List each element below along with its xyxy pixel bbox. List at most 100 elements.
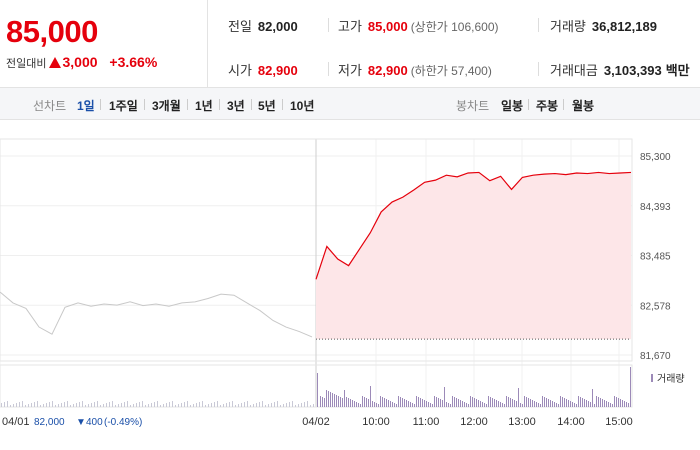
stat-high: 고가 85,000 (상한가 106,600): [338, 19, 499, 34]
candle-monthly[interactable]: 월봉: [572, 99, 595, 113]
period-3m[interactable]: 3개월: [152, 99, 181, 113]
x-tick-label: 12:00: [460, 416, 488, 428]
volume-bar: [139, 402, 140, 407]
volume-bar: [73, 404, 74, 407]
volume-bar: [470, 396, 471, 407]
volume-bar: [606, 401, 607, 407]
volume-bar: [22, 401, 23, 407]
candle-weekly[interactable]: 주봉: [536, 99, 559, 113]
volume-bar: [262, 401, 263, 407]
volume-bar: [298, 404, 299, 407]
volume-bar: [154, 402, 155, 407]
volume-bar: [570, 401, 571, 407]
volume-bar: [91, 403, 92, 407]
volume-bar: [614, 396, 615, 407]
period-10y[interactable]: 10년: [290, 99, 315, 113]
volume-bar: [307, 401, 308, 407]
volume-bar: [360, 404, 361, 407]
volume-bar: [344, 390, 345, 407]
volume-bar: [478, 400, 479, 407]
volume-bar: [402, 398, 403, 407]
volume-bar: [374, 402, 375, 407]
volume-bar: [572, 402, 573, 407]
period-1y[interactable]: 1년: [195, 99, 213, 113]
volume-bar: [277, 401, 278, 407]
volume-bar: [608, 402, 609, 407]
x-tick-label: 11:00: [413, 416, 440, 428]
volume-bar: [217, 401, 218, 407]
volume-bar: [145, 405, 146, 407]
volume-bar: [214, 402, 215, 407]
volume-bar: [472, 397, 473, 407]
stat-amount: 거래대금 3,103,393 백만: [550, 63, 690, 78]
period-1w[interactable]: 1주일: [109, 99, 138, 113]
volume-bar: [618, 398, 619, 407]
volume-bar: [604, 400, 605, 407]
price-chart: 85,300 84,393 83,485 82,578 81,670 거래량 04/01…: [0, 138, 685, 428]
volume-bar: [136, 403, 137, 407]
period-3y[interactable]: 3년: [227, 99, 245, 113]
volume-bar: [610, 403, 611, 407]
volume-bar: [624, 401, 625, 407]
candle-chart-label: 봉차트: [456, 99, 490, 113]
volume-bar: [223, 404, 224, 407]
volume-bar: [211, 403, 212, 407]
volume-bar: [259, 402, 260, 407]
volume-bar: [280, 405, 281, 407]
up-triangle-icon: [49, 57, 62, 68]
volume-bar: [127, 401, 128, 407]
volume-bar: [494, 399, 495, 407]
volume-bar: [520, 403, 521, 407]
volume-bar: [118, 404, 119, 407]
period-5y[interactable]: 5년: [258, 99, 276, 113]
volume-bar: [550, 400, 551, 407]
volume-bar: [456, 398, 457, 407]
x-axis-labels: 04/01 04/02 10:00 11:00 12:00 13:00 14:00 15:00: [2, 416, 633, 428]
volume-bar: [169, 402, 170, 407]
volume-bar: [103, 404, 104, 407]
volume-bar: [352, 400, 353, 407]
volume-bar: [452, 396, 453, 407]
volume-bar: [458, 399, 459, 407]
volume-bar: [558, 404, 559, 407]
volume-bar: [518, 388, 519, 407]
volume-bar: [148, 404, 149, 407]
volume-bar: [532, 400, 533, 407]
volume-bar: [301, 403, 302, 407]
volume-bar: [612, 404, 613, 407]
volume-bar: [514, 400, 515, 407]
volume-bar: [438, 398, 439, 407]
volume-bar: [516, 401, 517, 407]
volume-bar: [526, 397, 527, 407]
volume-bar: [336, 395, 337, 407]
volume-bar: [460, 400, 461, 407]
volume-bar: [506, 396, 507, 407]
volume-bar: [368, 399, 369, 407]
volume-bar: [398, 396, 399, 407]
period-1d[interactable]: 1일: [77, 99, 95, 113]
volume-bar: [406, 400, 407, 407]
volume-bar: [250, 405, 251, 407]
volume-bar: [334, 394, 335, 407]
volume-bar: [626, 402, 627, 407]
volume-bar: [322, 397, 323, 407]
volume-bar: [376, 403, 377, 407]
volume-bar: [253, 404, 254, 407]
volume-bar: [37, 401, 38, 407]
volume-bar: [534, 401, 535, 407]
x-tick-label: 13:00: [508, 416, 536, 428]
volume-bar: [554, 402, 555, 407]
volume-bar: [55, 405, 56, 407]
volume-bar: [628, 403, 629, 407]
x-tick-label: 15:00: [605, 416, 633, 428]
change-row: 전일대비 3,000 +3.66%: [6, 54, 157, 71]
volume-bar: [292, 401, 293, 407]
volume-bar: [616, 397, 617, 407]
volume-bar: [400, 397, 401, 407]
candle-daily[interactable]: 일봉: [501, 99, 524, 113]
volume-bar: [338, 396, 339, 407]
volume-bar: [94, 402, 95, 407]
volume-bar: [112, 401, 113, 407]
x-tick-label: 04/02: [302, 416, 330, 428]
prev-day-change-pct: (-0.49%): [104, 417, 142, 428]
